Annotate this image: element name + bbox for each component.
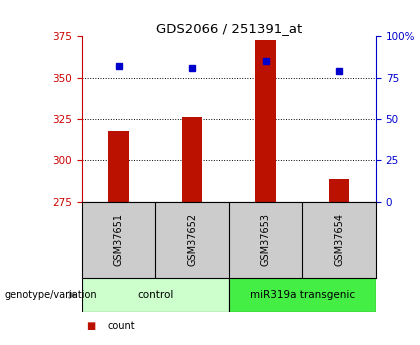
Title: GDS2066 / 251391_at: GDS2066 / 251391_at [156, 22, 302, 35]
Text: control: control [137, 290, 173, 300]
Text: GSM37654: GSM37654 [334, 213, 344, 266]
Bar [229, 278, 376, 312]
Text: GSM37652: GSM37652 [187, 213, 197, 266]
Bar [255, 40, 276, 202]
Text: GSM37653: GSM37653 [261, 213, 270, 266]
Bar [329, 179, 349, 202]
Text: ■: ■ [86, 321, 95, 331]
Bar [182, 117, 202, 202]
Text: miR319a transgenic: miR319a transgenic [250, 290, 355, 300]
Bar [82, 278, 229, 312]
Text: GSM37651: GSM37651 [114, 213, 123, 266]
Text: count: count [107, 321, 135, 331]
Text: genotype/variation: genotype/variation [4, 290, 97, 300]
Bar [108, 131, 129, 202]
